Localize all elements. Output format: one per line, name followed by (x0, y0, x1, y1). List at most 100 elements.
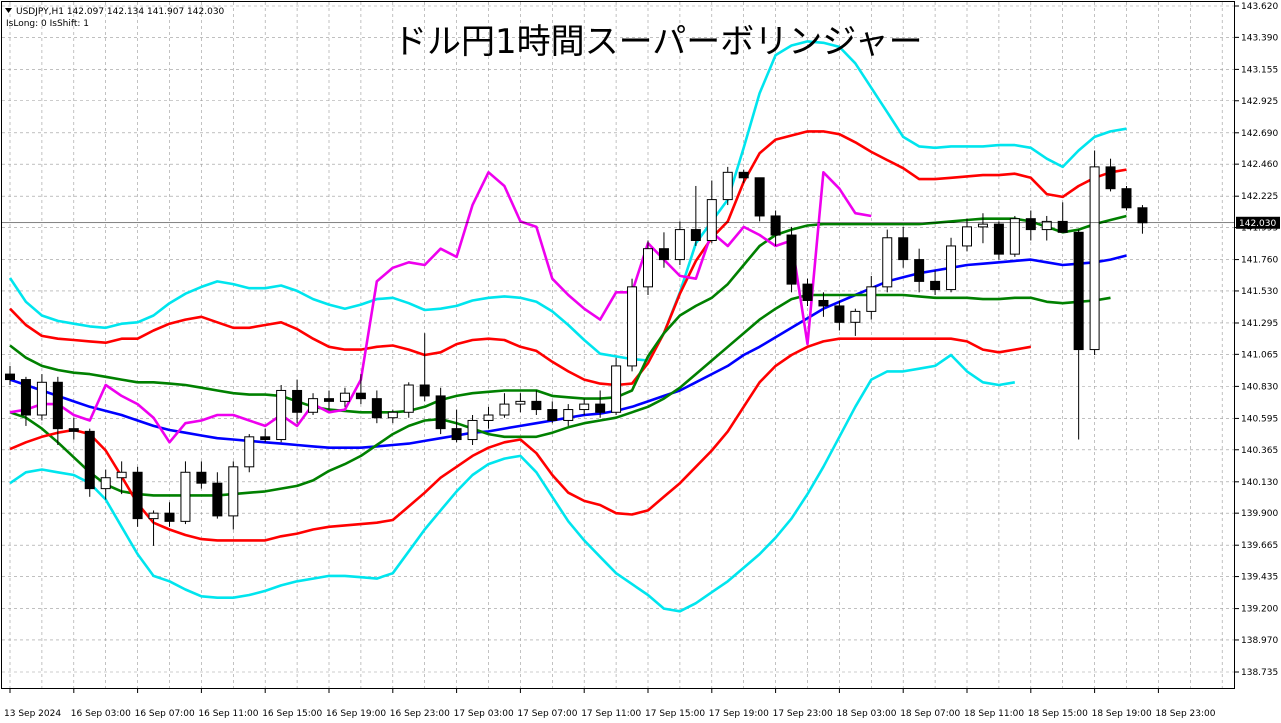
candle (52, 376, 63, 446)
candle-body-down (164, 512, 175, 522)
candle-body-down (212, 482, 223, 517)
candle (898, 226, 909, 268)
candle-body-down (834, 305, 845, 323)
candle (20, 376, 31, 426)
candle-body-up (467, 419, 478, 441)
candle-body-up (276, 389, 287, 441)
candle-body-up (946, 245, 957, 291)
candle (68, 417, 79, 440)
candle (212, 472, 223, 519)
candle-body-up (866, 286, 877, 312)
candle (355, 374, 366, 405)
candle (180, 461, 191, 525)
candle-body-up (962, 226, 972, 247)
candles (5, 150, 1148, 546)
candle-body-up (1041, 220, 1052, 231)
symbol-line: USDJPY,H1 142.097 142.134 141.907 142.03… (16, 7, 225, 17)
candle-body-down (435, 395, 446, 430)
candle-body-up (643, 248, 653, 288)
price-tick-label: 140.830 (1241, 382, 1278, 392)
candle (228, 461, 239, 530)
candle (627, 278, 638, 372)
candle (371, 390, 382, 424)
candle (658, 232, 669, 268)
candle (786, 226, 797, 293)
candle (499, 393, 510, 418)
price-tick-label: 139.900 (1241, 509, 1278, 519)
indicator-line (9, 130, 1127, 387)
candle-body-up (1089, 166, 1100, 351)
candle-body-up (100, 477, 111, 490)
candle-body-down (68, 428, 79, 432)
indicator-line (9, 214, 1127, 414)
candle (722, 166, 733, 206)
candle-body-up (850, 310, 861, 323)
candle (882, 229, 893, 293)
indicator-lines (8, 40, 1127, 613)
time-tick-label: 16 Sep 23:00 (390, 709, 450, 719)
candle (946, 237, 957, 293)
candle (276, 385, 287, 443)
time-tick-label: 18 Sep 11:00 (964, 709, 1024, 719)
price-tick-label: 141.760 (1241, 256, 1278, 266)
candle-body-up (515, 400, 526, 405)
time-tick-label: 17 Sep 11:00 (581, 709, 641, 719)
candle (690, 185, 701, 246)
candle-body-up (339, 392, 350, 402)
candle (802, 278, 813, 306)
candle-body-up (722, 171, 733, 201)
candle (818, 292, 829, 317)
candle-body-up (483, 414, 494, 421)
candle (244, 434, 255, 473)
price-tick-label: 139.200 (1241, 605, 1278, 615)
price-tick-label: 138.970 (1241, 636, 1278, 646)
candle-body-down (371, 398, 382, 419)
candle-body-up (499, 403, 510, 416)
time-tick-label: 18 Sep 07:00 (900, 709, 960, 719)
candle-body-down (1025, 218, 1036, 231)
candle (116, 461, 127, 495)
candle (531, 390, 542, 416)
candle-body-up (1009, 218, 1020, 255)
candle (993, 221, 1004, 260)
candle (1041, 215, 1052, 241)
price-tick-label: 139.665 (1241, 541, 1278, 551)
candle-body-down (196, 471, 207, 484)
candle (754, 177, 765, 222)
time-tick-label: 16 Sep 19:00 (326, 709, 386, 719)
indicator-line (9, 337, 1032, 542)
time-tick-label: 18 Sep 19:00 (1092, 709, 1152, 719)
time-tick-label: 13 Sep 2024 (4, 709, 61, 719)
candle (483, 406, 494, 429)
candle-body-down (1073, 231, 1084, 351)
price-tick-label: 141.530 (1241, 287, 1278, 297)
candle (770, 210, 781, 246)
current-price-box (1236, 216, 1280, 229)
candle (196, 461, 207, 489)
candle-body-down (132, 471, 143, 520)
price-tick-label: 143.620 (1241, 2, 1278, 12)
current-price-label: 142.030 (1239, 219, 1276, 229)
candle (324, 390, 334, 410)
candle-body-down (770, 215, 781, 236)
price-tick-label: 138.735 (1241, 668, 1278, 678)
candle (738, 169, 749, 184)
candle-body-down (818, 299, 829, 307)
price-tick-label: 140.365 (1241, 446, 1278, 456)
candle-body-up (563, 409, 574, 421)
plot-border (1, 1, 1235, 689)
candle (1121, 185, 1132, 211)
candle-body-up (36, 381, 47, 416)
candle-body-down (451, 428, 462, 441)
collapse-triangle-icon[interactable] (5, 8, 12, 13)
candle-body-up (579, 403, 590, 411)
candle (132, 466, 143, 527)
candle-body-up (148, 512, 159, 520)
time-tick-label: 17 Sep 15:00 (645, 709, 705, 719)
price-tick-label: 143.155 (1241, 65, 1278, 75)
price-tick-label: 142.225 (1241, 192, 1278, 202)
status-line: IsLong: 0 IsShift: 1 (6, 19, 89, 29)
time-tick-label: 16 Sep 11:00 (198, 709, 258, 719)
candle-body-up (674, 229, 685, 261)
candle-body-down (324, 398, 334, 402)
